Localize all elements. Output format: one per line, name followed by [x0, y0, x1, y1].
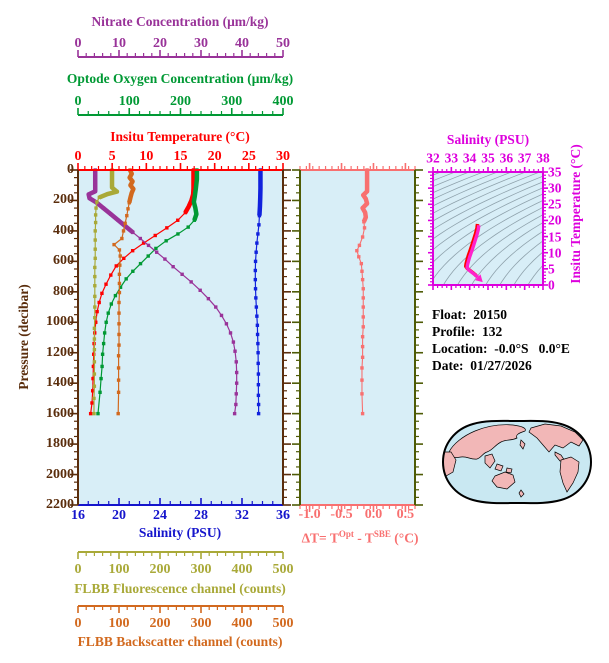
- float-label: Float:: [432, 307, 467, 322]
- location-info-row: Location: -0.0°S 0.0°E: [432, 341, 570, 357]
- oxygen-axis: [77, 108, 284, 116]
- fluorescence-axis-title: FLBB Fluorescence channel (counts): [74, 580, 286, 596]
- ts-curve-arrowhead: [474, 274, 483, 283]
- location-value: -0.0°S 0.0°E: [494, 341, 570, 356]
- delta-t-title-part: (°C): [390, 530, 419, 546]
- float-value: 20150: [473, 307, 507, 322]
- salinity-axis-title: Salinity (PSU): [138, 524, 222, 540]
- map-outline: [441, 419, 593, 505]
- profile-label: Profile:: [432, 324, 476, 339]
- date-value: 01/27/2026: [470, 358, 532, 373]
- delta-t-title-sup-sbe: SBE: [373, 529, 391, 540]
- delta-t-axis-title: ΔT= TOpt - TSBE (°C): [296, 516, 419, 546]
- oxygen-axis-title: Optode Oxygen Concentration (μm/kg): [66, 70, 294, 86]
- backscatter-axis-title: FLBB Backscatter channel (counts): [77, 633, 283, 649]
- ts-salinity-title: Salinity (PSU): [446, 131, 530, 147]
- delta-t-title-part: ΔT= T: [301, 530, 339, 546]
- ts-curve-optode: [465, 225, 481, 279]
- nitrate-axis-title: Nitrate Concentration (μm/kg): [91, 13, 269, 29]
- ts-plot: [428, 167, 548, 290]
- profile-info-row: Profile: 132: [432, 324, 502, 340]
- temperature-axis-title: Insitu Temperature (°C): [110, 128, 250, 144]
- profile-value: 132: [481, 324, 503, 339]
- date-info-row: Date: 01/27/2026: [432, 358, 532, 374]
- delta-t-plot: [292, 163, 423, 512]
- delta-t-title-sup-opt: Opt: [338, 529, 354, 540]
- backscatter-axis: [77, 605, 284, 613]
- world-map: [441, 419, 593, 505]
- date-label: Date:: [432, 358, 464, 373]
- delta-t-title-part: - T: [353, 530, 374, 546]
- delta-t-line: [356, 216, 367, 414]
- map-land: [443, 423, 590, 498]
- fluorescence-axis: [77, 551, 284, 559]
- salinity-profile-line: [254, 215, 261, 414]
- float-info-row: Float: 20150: [432, 307, 507, 323]
- salinity-profile-line-thick: [257, 170, 263, 216]
- nitrate-axis: [77, 50, 284, 58]
- main-plot: [70, 163, 291, 506]
- location-label: Location:: [432, 341, 488, 356]
